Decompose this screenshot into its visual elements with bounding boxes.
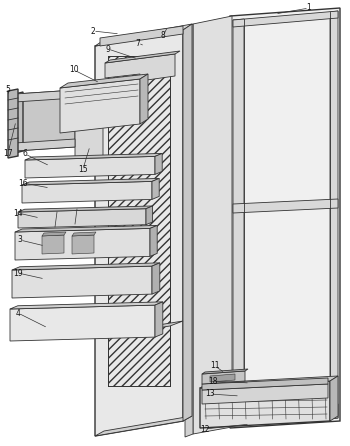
Polygon shape bbox=[185, 24, 193, 437]
Polygon shape bbox=[150, 225, 157, 256]
Polygon shape bbox=[12, 263, 160, 270]
Polygon shape bbox=[155, 302, 163, 337]
Polygon shape bbox=[25, 153, 162, 160]
Text: 9: 9 bbox=[106, 45, 111, 54]
Polygon shape bbox=[230, 8, 340, 428]
Polygon shape bbox=[105, 51, 180, 63]
Polygon shape bbox=[100, 26, 183, 46]
Polygon shape bbox=[233, 11, 338, 27]
Polygon shape bbox=[202, 369, 248, 374]
Polygon shape bbox=[95, 24, 192, 46]
Polygon shape bbox=[330, 11, 338, 419]
Polygon shape bbox=[183, 24, 192, 421]
Polygon shape bbox=[72, 232, 96, 236]
Polygon shape bbox=[233, 199, 338, 213]
Text: 4: 4 bbox=[15, 309, 20, 318]
Polygon shape bbox=[155, 153, 162, 174]
Polygon shape bbox=[15, 90, 75, 151]
Polygon shape bbox=[105, 54, 175, 81]
Polygon shape bbox=[15, 225, 157, 232]
Polygon shape bbox=[15, 90, 75, 102]
Text: 10: 10 bbox=[69, 66, 79, 74]
Polygon shape bbox=[200, 381, 330, 428]
Text: 13: 13 bbox=[205, 389, 215, 398]
Polygon shape bbox=[193, 16, 232, 434]
Text: 18: 18 bbox=[208, 376, 218, 385]
Polygon shape bbox=[330, 376, 338, 421]
Polygon shape bbox=[22, 182, 152, 203]
Polygon shape bbox=[152, 263, 160, 294]
Polygon shape bbox=[95, 30, 183, 436]
Polygon shape bbox=[72, 235, 94, 254]
Polygon shape bbox=[210, 374, 235, 382]
Polygon shape bbox=[42, 232, 66, 236]
Text: 7: 7 bbox=[135, 38, 140, 48]
Polygon shape bbox=[146, 206, 153, 225]
Polygon shape bbox=[22, 178, 159, 185]
Polygon shape bbox=[140, 74, 148, 124]
Polygon shape bbox=[18, 209, 146, 228]
Polygon shape bbox=[202, 378, 328, 390]
Text: 17: 17 bbox=[3, 149, 13, 157]
Polygon shape bbox=[233, 404, 338, 423]
Text: 19: 19 bbox=[13, 268, 23, 277]
Text: 12: 12 bbox=[200, 425, 210, 434]
Polygon shape bbox=[202, 384, 328, 404]
Polygon shape bbox=[10, 302, 163, 309]
Bar bbox=[108, 56, 170, 386]
Polygon shape bbox=[75, 82, 103, 162]
Polygon shape bbox=[8, 89, 18, 158]
Polygon shape bbox=[60, 79, 140, 133]
Polygon shape bbox=[202, 371, 245, 384]
Polygon shape bbox=[15, 92, 23, 153]
Text: 6: 6 bbox=[22, 149, 27, 158]
Polygon shape bbox=[15, 139, 75, 151]
Polygon shape bbox=[10, 305, 155, 341]
Polygon shape bbox=[95, 416, 192, 436]
Polygon shape bbox=[42, 235, 64, 254]
Polygon shape bbox=[25, 157, 155, 178]
Text: 3: 3 bbox=[18, 235, 22, 244]
Text: 11: 11 bbox=[210, 362, 220, 371]
Polygon shape bbox=[15, 228, 150, 260]
Polygon shape bbox=[12, 266, 152, 298]
Text: 15: 15 bbox=[78, 165, 88, 173]
Polygon shape bbox=[18, 206, 153, 212]
Polygon shape bbox=[60, 74, 148, 88]
Polygon shape bbox=[108, 321, 183, 336]
Polygon shape bbox=[200, 376, 338, 388]
Polygon shape bbox=[152, 178, 159, 199]
Text: 2: 2 bbox=[91, 26, 95, 36]
Polygon shape bbox=[233, 19, 244, 417]
Text: 16: 16 bbox=[18, 178, 28, 187]
Text: 8: 8 bbox=[161, 32, 165, 41]
Text: 1: 1 bbox=[307, 4, 312, 12]
Text: 14: 14 bbox=[13, 208, 23, 218]
Text: 5: 5 bbox=[6, 84, 10, 94]
